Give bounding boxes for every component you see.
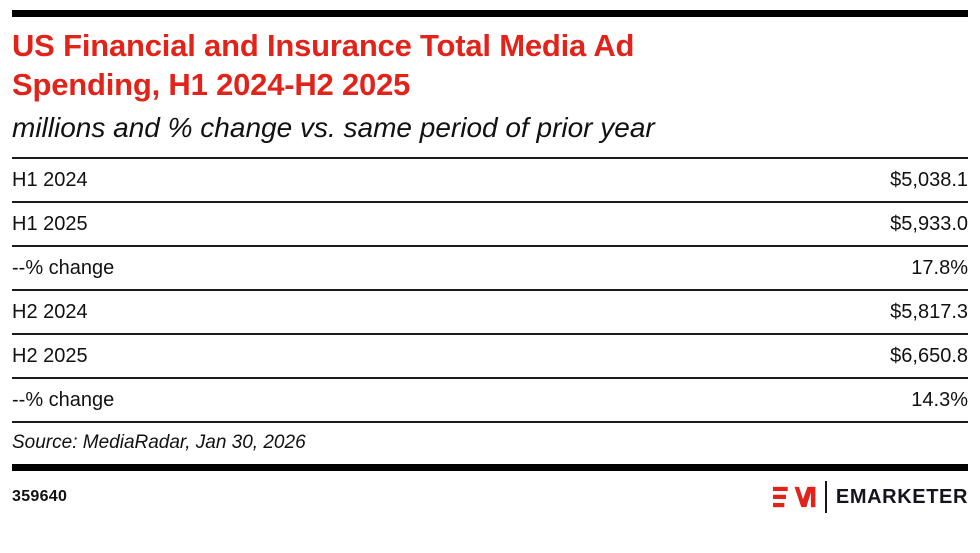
table-row: --% change 17.8% bbox=[12, 245, 968, 290]
table-row: H2 2025 $6,650.8 bbox=[12, 333, 968, 378]
row-label: H1 2024 bbox=[12, 157, 555, 202]
row-value: $5,038.1 bbox=[554, 157, 968, 202]
table-row: H1 2024 $5,038.1 bbox=[12, 157, 968, 202]
row-value: 14.3% bbox=[554, 377, 968, 422]
row-value: $6,650.8 bbox=[554, 333, 968, 378]
row-label: H1 2025 bbox=[12, 201, 555, 246]
chart-subtitle: millions and % change vs. same period of… bbox=[12, 112, 655, 143]
chart-title-line2: Spending, H1 2024-H2 2025 bbox=[12, 67, 411, 102]
row-label: H2 2025 bbox=[12, 333, 555, 378]
chart-title-line1: US Financial and Insurance Total Media A… bbox=[12, 28, 635, 63]
row-value: $5,817.3 bbox=[554, 289, 968, 334]
footer: 359640 EMARKETER bbox=[12, 480, 968, 514]
chart-title: US Financial and Insurance Total Media A… bbox=[12, 26, 968, 104]
data-table-body: H1 2024 $5,038.1 H1 2025 $5,933.0 --% ch… bbox=[12, 157, 968, 422]
emarketer-logo: EMARKETER bbox=[772, 480, 968, 514]
chart-card: US Financial and Insurance Total Media A… bbox=[0, 10, 980, 514]
row-label: H2 2024 bbox=[12, 289, 555, 334]
top-divider bbox=[12, 10, 968, 17]
row-label: --% change bbox=[12, 377, 555, 422]
row-value: $5,933.0 bbox=[554, 201, 968, 246]
logo-divider bbox=[824, 481, 827, 513]
data-table: H1 2024 $5,038.1 H1 2025 $5,933.0 --% ch… bbox=[12, 157, 968, 423]
row-value: 17.8% bbox=[554, 245, 968, 290]
table-row: --% change 14.3% bbox=[12, 377, 968, 422]
source-note: Source: MediaRadar, Jan 30, 2026 bbox=[12, 432, 306, 453]
emarketer-logo-icon bbox=[772, 486, 816, 508]
row-label: --% change bbox=[12, 245, 555, 290]
chart-id: 359640 bbox=[12, 488, 68, 505]
bottom-divider bbox=[12, 464, 968, 471]
table-row: H1 2025 $5,933.0 bbox=[12, 201, 968, 246]
emarketer-logo-text: EMARKETER bbox=[835, 485, 968, 508]
table-row: H2 2024 $5,817.3 bbox=[12, 289, 968, 334]
